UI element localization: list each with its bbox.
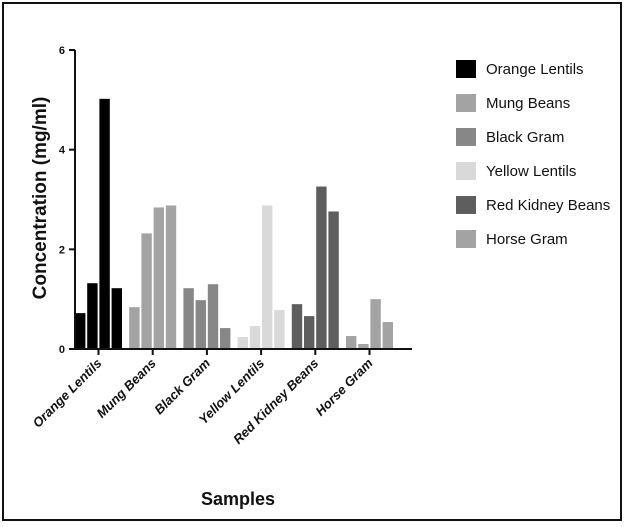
legend-label: Black Gram <box>486 129 564 146</box>
bar-3-1 <box>183 288 194 349</box>
legend-swatch <box>456 230 476 248</box>
bar-4-4 <box>274 310 285 349</box>
bar-1-1 <box>75 313 86 349</box>
bar-6-2 <box>358 344 369 349</box>
x-tick-label: Horse Gram <box>312 355 376 419</box>
x-tick-label: Orange Lentils <box>30 356 105 431</box>
legend-swatch <box>456 162 476 180</box>
legend-label: Red Kidney Beans <box>486 197 610 214</box>
bar-4-2 <box>249 326 261 349</box>
bar-5-4 <box>328 211 339 349</box>
bar-2-4 <box>165 205 177 349</box>
legend-swatch <box>456 60 476 78</box>
y-tick-label: 2 <box>59 244 65 256</box>
bar-3-3 <box>207 284 219 349</box>
legend-swatch <box>456 196 476 214</box>
legend-label: Orange Lentils <box>486 61 584 78</box>
bar-3-2 <box>195 300 206 349</box>
bar-2-3 <box>153 207 164 349</box>
legend-swatch <box>456 128 476 146</box>
legend-label: Horse Gram <box>486 231 568 248</box>
legend-swatch <box>456 94 476 112</box>
bar-6-4 <box>382 322 393 349</box>
bar-6-1 <box>346 336 357 349</box>
bar-1-4 <box>111 288 122 349</box>
bar-2-1 <box>129 307 140 349</box>
bar-5-2 <box>304 316 315 349</box>
y-tick-label: 0 <box>59 344 65 356</box>
x-axis-label: Samples <box>201 489 275 509</box>
y-tick-label: 6 <box>59 45 65 57</box>
bar-3-4 <box>220 328 231 349</box>
y-axis-label: Concentration (mg/ml) <box>30 97 51 300</box>
y-tick-label: 4 <box>59 145 66 157</box>
bar-1-3 <box>99 98 110 349</box>
legend-label: Yellow Lentils <box>486 163 576 180</box>
legend: Orange Lentils Mung Beans Black Gram Yellow… <box>456 60 610 248</box>
legend-label: Mung Beans <box>486 95 570 112</box>
bar-1-2 <box>87 283 98 349</box>
bar-4-1 <box>237 337 248 349</box>
bar-4-3 <box>262 205 273 349</box>
bar-2-2 <box>141 233 152 349</box>
bar-5-3 <box>316 186 327 349</box>
bar-5-1 <box>291 304 303 349</box>
bar-6-3 <box>370 299 381 349</box>
